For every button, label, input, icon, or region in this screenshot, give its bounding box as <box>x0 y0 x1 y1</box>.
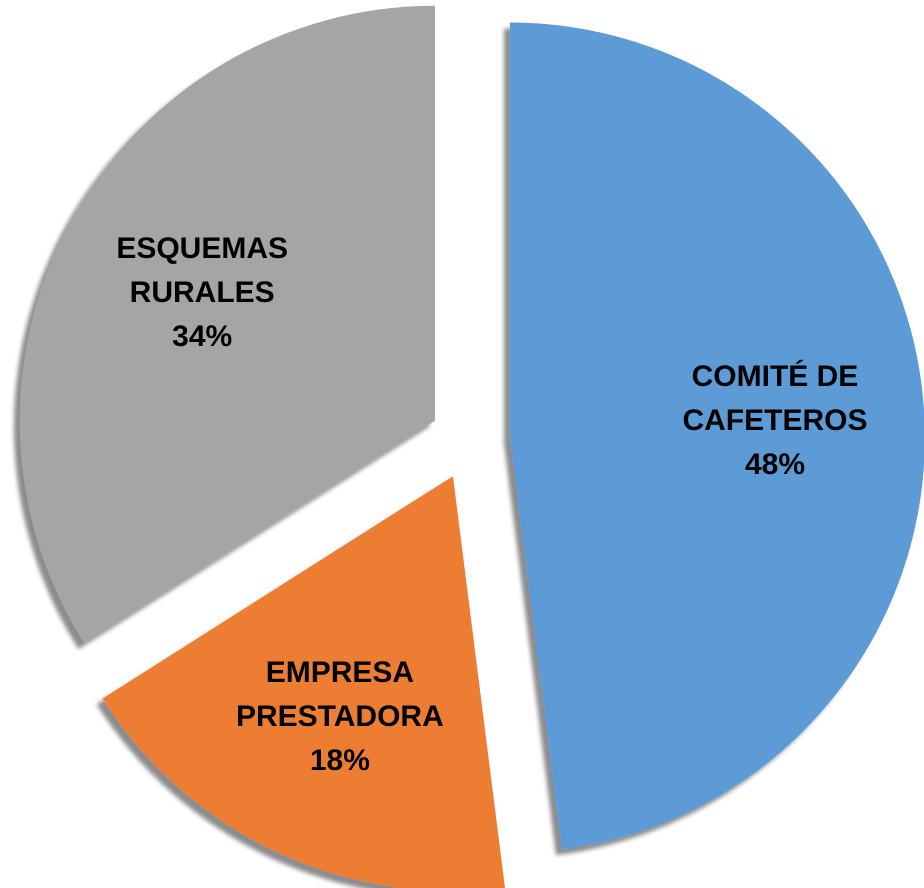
slice-label: COMITÉ DE CAFETEROS 48% <box>645 355 905 487</box>
pie-slice <box>19 5 435 644</box>
category-label: COMITÉ DE CAFETEROS <box>682 359 868 437</box>
pie-slice <box>102 476 505 888</box>
value-label: 18% <box>309 743 370 777</box>
pie-slice <box>509 22 924 850</box>
slice-label: EMPRESA PRESTADORA 18% <box>210 651 470 783</box>
category-label: EMPRESA PRESTADORA <box>235 655 444 733</box>
value-label: 48% <box>744 447 805 481</box>
value-label: 34% <box>172 319 233 353</box>
slice-label: ESQUEMAS RURALES 34% <box>72 227 332 359</box>
category-label: ESQUEMAS RURALES <box>116 231 289 309</box>
